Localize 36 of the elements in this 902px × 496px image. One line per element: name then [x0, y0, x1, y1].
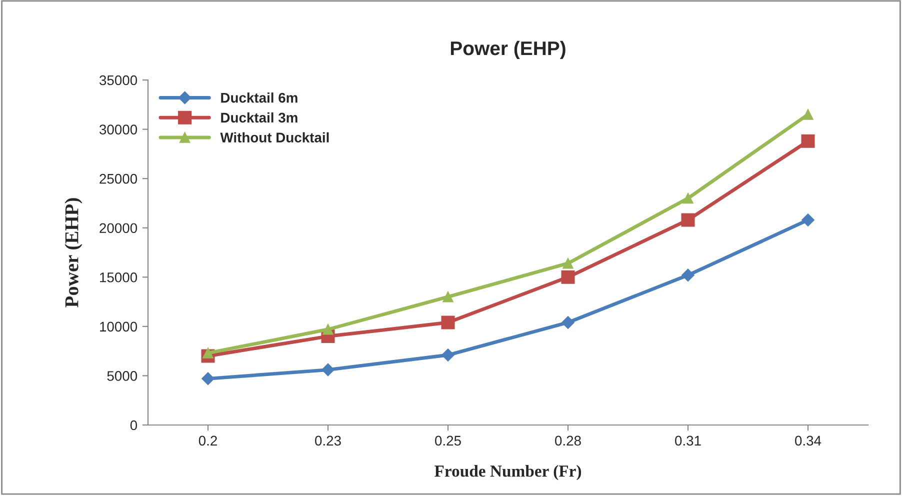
- y-tick-label: 15000: [100, 272, 138, 282]
- legend-label: Ducktail 6m: [221, 92, 298, 103]
- point: [801, 134, 815, 148]
- point: [802, 109, 814, 120]
- chart-title: Power (EHP): [450, 40, 566, 60]
- x-tick-label: 0.28: [555, 436, 581, 446]
- y-tick-label: 25000: [100, 174, 138, 184]
- y-tick-label: 30000: [99, 124, 138, 134]
- legend-label: Without Ducktail: [220, 132, 329, 142]
- x-tick-label: 0.2: [198, 436, 217, 446]
- point: [202, 348, 214, 358]
- point: [562, 258, 574, 269]
- y-tick-label: 35000: [99, 75, 138, 86]
- y-tick-label: 10000: [100, 322, 138, 332]
- x-axis-title: Froude Number (Fr): [434, 465, 582, 480]
- point: [202, 372, 214, 386]
- point: [561, 270, 575, 284]
- x-tick-label: 0.23: [315, 436, 341, 446]
- point: [442, 291, 454, 302]
- point: [802, 214, 814, 226]
- point: [322, 324, 334, 335]
- point: [682, 268, 694, 282]
- point: [682, 192, 694, 204]
- point: [441, 316, 455, 330]
- legend-label: Ducktail 3m: [221, 112, 298, 123]
- y-tick-label: 5000: [107, 371, 138, 381]
- x-tick-label: 0.25: [435, 436, 461, 446]
- point: [681, 213, 695, 227]
- point: [562, 316, 574, 329]
- y-tick-label: 20000: [100, 223, 138, 234]
- point: [442, 348, 454, 362]
- y-tick-label: 0: [130, 420, 138, 430]
- x-tick-label: 0.34: [795, 436, 822, 446]
- y-axis-title: Power (EHP): [64, 198, 82, 308]
- x-tick-label: 0.31: [675, 436, 701, 446]
- point: [322, 363, 334, 376]
